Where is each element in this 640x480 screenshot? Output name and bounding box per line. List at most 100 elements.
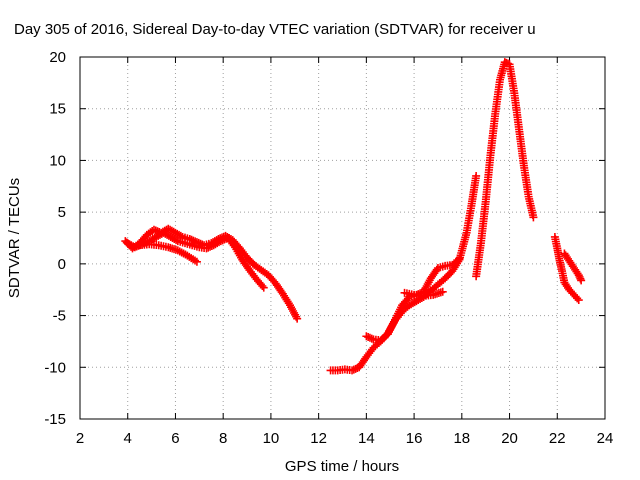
trace-marker (552, 242, 561, 251)
y-tick-label: 15 (49, 101, 66, 118)
trace-marker (161, 242, 170, 251)
plot-frame (79, 56, 606, 420)
trace-marker (573, 294, 582, 303)
trace-marker (374, 336, 383, 345)
x-tick-label: 16 (406, 430, 423, 447)
trace-marker (167, 226, 176, 235)
trace-marker (437, 277, 446, 286)
series-layer (121, 58, 586, 375)
series-arc-9 (560, 249, 586, 285)
chart-title: Day 305 of 2016, Sidereal Day-to-day VTE… (14, 21, 536, 38)
trace-marker (528, 211, 537, 220)
trace-marker (495, 78, 504, 87)
trace-marker (453, 256, 462, 265)
x-tick-label: 2 (76, 430, 84, 447)
x-axis-label: GPS time / hours (285, 458, 399, 475)
y-axis-label: SDTVAR / TECUs (6, 178, 23, 298)
trace-marker (524, 190, 533, 199)
x-tick-label: 22 (549, 430, 566, 447)
y-tick-label: 5 (58, 204, 66, 221)
series-arc-1 (121, 224, 302, 323)
trace-marker (380, 333, 389, 342)
trace-marker (559, 276, 568, 285)
trace-marker (127, 241, 136, 250)
trace-marker (148, 235, 157, 244)
trace-marker (431, 267, 440, 276)
trace-marker (562, 282, 571, 291)
trace-marker (247, 257, 256, 266)
trace-marker (571, 292, 580, 301)
trace-marker (389, 317, 398, 326)
trace-marker (171, 245, 180, 254)
x-tick-label: 12 (310, 430, 327, 447)
trace-marker (268, 276, 277, 285)
trace-marker (185, 240, 194, 249)
series-arc-8 (550, 232, 583, 305)
trace-marker (163, 230, 172, 239)
trace-marker (555, 254, 564, 263)
trace-marker (466, 204, 475, 213)
trace-marker (191, 256, 200, 265)
trace-marker (566, 287, 575, 296)
y-tick-label: -15 (44, 411, 66, 428)
trace-marker (438, 262, 447, 271)
trace-marker (567, 260, 576, 269)
x-tick-label: 18 (453, 430, 470, 447)
trace-marker (175, 230, 184, 239)
trace-marker (243, 262, 252, 271)
trace-marker (451, 257, 460, 266)
trace-marker (170, 235, 179, 244)
trace-marker (207, 242, 216, 251)
trace-marker (192, 242, 201, 251)
trace-marker (213, 239, 222, 248)
trace-marker (256, 280, 265, 289)
trace-marker (228, 239, 237, 248)
series-arc-7 (472, 58, 538, 281)
trace-marker (172, 236, 181, 245)
x-tick-label: 24 (597, 430, 614, 447)
trace-marker (276, 286, 285, 295)
trace-marker (572, 267, 581, 276)
x-tick-label: 4 (124, 430, 132, 447)
trace-marker (292, 312, 301, 321)
trace-marker (471, 174, 480, 183)
x-tick-labels: 2 4 6 8 10 12 14 16 18 20 22 24 (76, 430, 614, 447)
y-tick-label: 10 (49, 152, 66, 169)
y-tick-label: -5 (53, 308, 66, 325)
trace-marker (373, 340, 382, 349)
trace-marker (367, 334, 376, 343)
trace-marker (445, 261, 454, 270)
trace-marker (402, 296, 411, 305)
trace-marker (253, 263, 262, 272)
series-arc-5 (362, 254, 464, 345)
x-tick-label: 14 (358, 430, 375, 447)
y-tick-label: 0 (58, 256, 66, 273)
trace-marker (215, 238, 224, 247)
trace-marker (408, 299, 417, 308)
trace-marker (445, 269, 454, 278)
y-tick-label: -10 (44, 359, 66, 376)
x-tick-label: 8 (219, 430, 227, 447)
trace-marker (461, 231, 470, 240)
trace-marker (146, 228, 155, 237)
trace-marker (436, 288, 445, 297)
series-arc-6 (400, 287, 447, 300)
x-tick-label: 20 (501, 430, 518, 447)
axis-ticks (79, 56, 606, 420)
trace-marker (359, 356, 368, 365)
trace-marker (258, 281, 267, 290)
trace-marker (576, 274, 585, 283)
trace-marker (426, 291, 435, 300)
trace-marker (249, 271, 258, 280)
trace-marker (178, 238, 187, 247)
trace-marker (557, 265, 566, 274)
x-tick-label: 10 (263, 430, 280, 447)
y-tick-label: 20 (49, 49, 66, 66)
x-tick-label: 6 (171, 430, 179, 447)
series-arc-3 (135, 240, 201, 266)
trace-marker (562, 253, 571, 262)
trace-marker (366, 347, 375, 356)
trace-marker (260, 268, 269, 277)
